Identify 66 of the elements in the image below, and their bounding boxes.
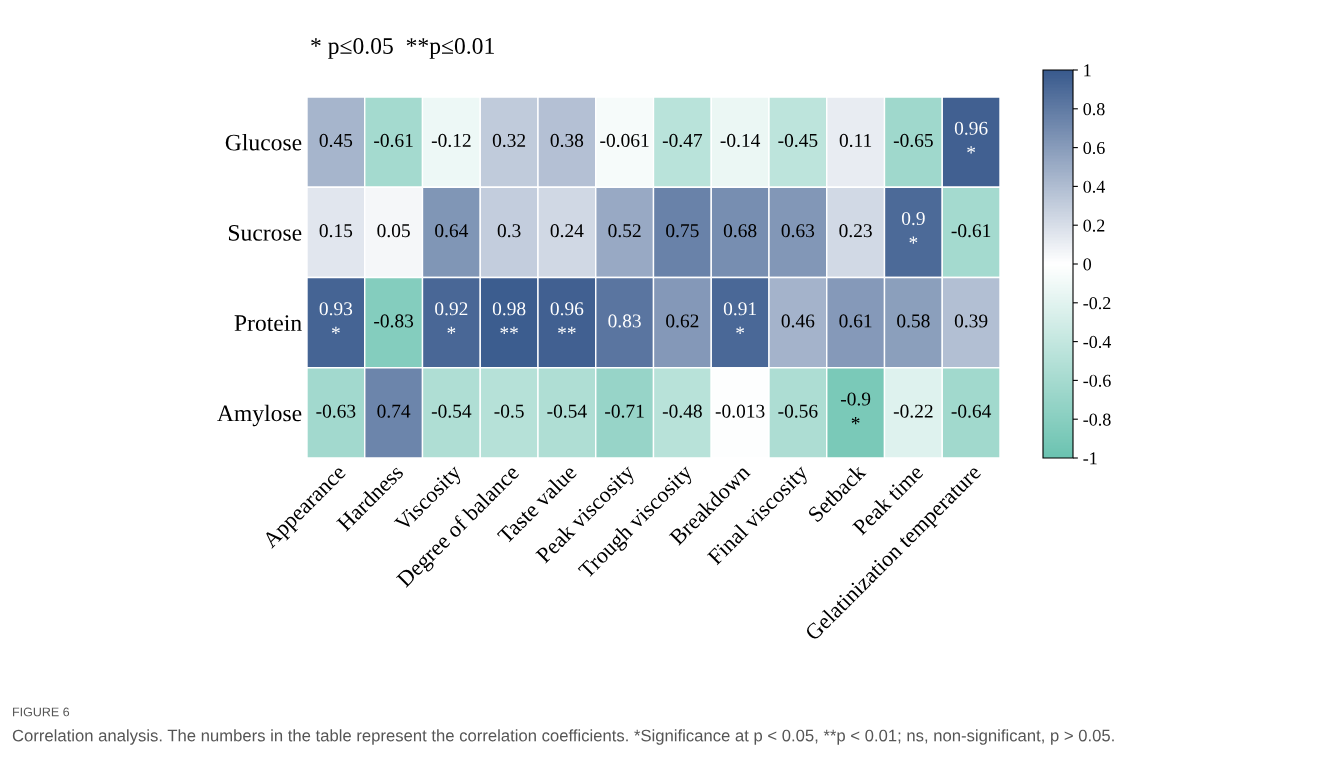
text: * p≤0.05 **p≤0.01 [311,37,494,59]
data-label: -0.54 [547,404,587,418]
data-label: 0.93 * [319,302,353,334]
color-bar-label: -1 [1083,452,1097,465]
data-label: 0.24 [550,224,584,238]
data-label: -0.45 [778,133,818,148]
data-label: 0.96 ** [550,302,584,334]
data-label: -0.56 [778,404,818,418]
data-label: 0.91 * [723,302,756,334]
y-tick-label: Sucrose [228,224,302,241]
data-label: 0.61 [839,314,872,328]
data-label: -0.5 [494,404,524,418]
data-label: -0.48 [662,404,702,418]
data-label: 0.32 [492,133,526,148]
color-bar-label: 0 [1083,258,1092,271]
data-label: 0.39 [954,314,988,328]
data-label: 0.52 [608,224,641,238]
data-label: -0.83 [374,314,414,328]
data-label: 0.46 [781,314,815,328]
y-tick-label: Protein [234,315,302,332]
color-bar-label: 0.8 [1083,103,1105,116]
color-bar-label: 0.4 [1083,180,1106,193]
y-tick-label: Glucose [225,133,302,151]
data-label: 0.75 [666,224,699,238]
data-label: -0.14 [720,133,761,148]
data-label: 0.96 * [954,121,988,154]
data-label: 0.11 [839,133,872,148]
data-label: 0.45 [319,133,353,148]
data-label: 0.38 [550,133,584,148]
data-label: 0.05 [377,224,410,238]
color-bar-label: 0.6 [1083,141,1105,155]
color-bar-label: -0.2 [1083,297,1111,310]
text: Correlation analysis. The numbers in the table represent the correlation coefficients. *Significance at p < 0.05, **p < 0.01; ns, non-significant, p > 0.05. [12,729,1114,745]
data-label: -0.9 * [840,392,871,425]
data-label: -0.22 [893,404,933,418]
caption: FIGURE 6 [13,707,70,717]
data-label: 0.74 [377,404,411,418]
data-label: -0.54 [431,404,472,418]
data-label: -0.013 [715,404,765,418]
data-label: 0.23 [839,224,872,238]
data-label: -0.71 [605,404,644,418]
data-label: 0.83 [608,314,641,328]
data-label: -0.12 [431,133,471,148]
data-label: 0.3 [497,224,521,238]
color-bar-label: 0.2 [1083,219,1105,232]
data-label: 0.58 [897,314,930,328]
data-label: -0.61 [951,224,991,238]
data-label: 0.92 * [435,302,468,334]
y-tick-label: Amylose [217,404,302,427]
color-bar-label: -0.6 [1083,374,1111,387]
color-bar-label: -0.4 [1083,335,1112,349]
data-label: 0.9 * [901,211,925,244]
data-label: 0.64 [435,224,469,238]
data-label: -0.64 [951,404,992,418]
data-label: -0.61 [374,133,413,148]
data-label: 0.63 [781,224,815,238]
data-label: 0.62 [666,314,699,328]
color-bar-label: -0.8 [1083,413,1111,426]
data-label: 0.98 ** [492,302,526,334]
color-bar-label: 1 [1084,64,1091,77]
data-label: 0.68 [723,224,757,238]
data-label: -0.65 [893,133,933,148]
data-label: -0.47 [662,133,703,148]
data-label: -0.061 [600,133,649,148]
data-label: 0.15 [319,224,353,238]
data-label: -0.63 [316,404,356,418]
